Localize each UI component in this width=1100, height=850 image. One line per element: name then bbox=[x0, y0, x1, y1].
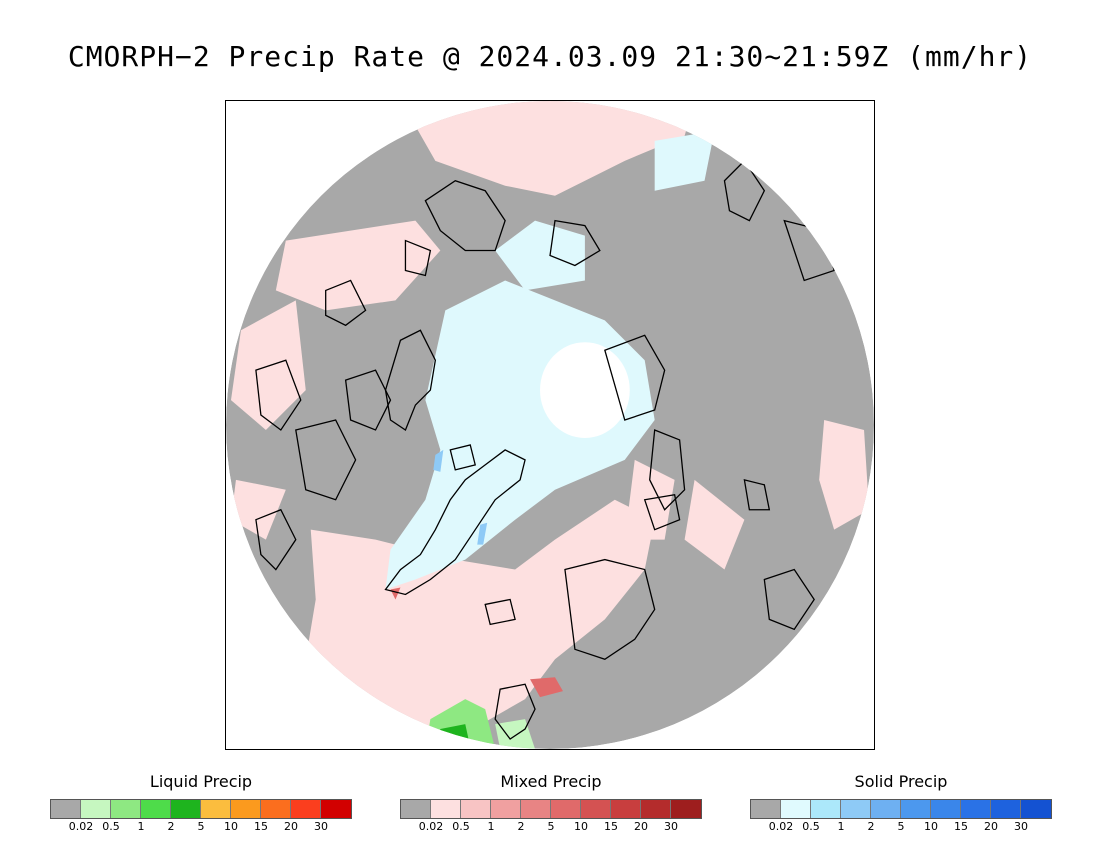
legend-bar-solid bbox=[750, 799, 1052, 819]
legend-ticks-liquid: 0.02 0.5 1 2 5 10 15 20 30 bbox=[50, 819, 352, 833]
legend-tick-label: 10 bbox=[574, 820, 588, 833]
legend-tick-label: 15 bbox=[254, 820, 268, 833]
legend-swatch bbox=[961, 800, 991, 818]
legend-swatch bbox=[901, 800, 931, 818]
legend-tick-label: 10 bbox=[224, 820, 238, 833]
polar-snow-core bbox=[540, 342, 630, 438]
legend-tick-label: 2 bbox=[517, 820, 525, 833]
legend-mixed: Mixed Precip 0.02 0.5 1 2 5 10 15 20 30 bbox=[400, 772, 702, 833]
legend-tick-label: 0.02 bbox=[768, 820, 794, 833]
legend-swatch bbox=[81, 800, 111, 818]
legend-swatch bbox=[461, 800, 491, 818]
legend-tick-label: 20 bbox=[984, 820, 998, 833]
legend-swatch bbox=[171, 800, 201, 818]
legend-tick-label: 15 bbox=[604, 820, 618, 833]
legend-title-solid: Solid Precip bbox=[854, 772, 948, 791]
legend-swatch bbox=[491, 800, 521, 818]
legend-tick-label: 20 bbox=[284, 820, 298, 833]
legend-title-mixed: Mixed Precip bbox=[500, 772, 602, 791]
chart-title: CMORPH−2 Precip Rate @ 2024.03.09 21:30~… bbox=[67, 40, 1033, 73]
legend-swatch bbox=[231, 800, 261, 818]
legend-swatch bbox=[781, 800, 811, 818]
legend-swatch bbox=[641, 800, 671, 818]
legend-swatch bbox=[431, 800, 461, 818]
legend-tick-label: 0.02 bbox=[68, 820, 94, 833]
legend-tick-label: 0.5 bbox=[102, 820, 120, 833]
legend-tick-label: 30 bbox=[664, 820, 678, 833]
legend-ticks-solid: 0.02 0.5 1 2 5 10 15 20 30 bbox=[750, 819, 1052, 833]
mixed-precip-areas bbox=[230, 101, 870, 740]
legend-swatch bbox=[551, 800, 581, 818]
legend-tick-label: 2 bbox=[867, 820, 875, 833]
legend-swatch bbox=[111, 800, 141, 818]
legend-swatch bbox=[841, 800, 871, 818]
legend-tick-label: 10 bbox=[924, 820, 938, 833]
legend-swatch bbox=[1021, 800, 1051, 818]
polar-map bbox=[225, 100, 875, 750]
legend-swatch bbox=[141, 800, 171, 818]
legend-tick-label: 30 bbox=[314, 820, 328, 833]
legend-swatch bbox=[51, 800, 81, 818]
legend-bar-mixed bbox=[400, 799, 702, 819]
legend-swatch bbox=[811, 800, 841, 818]
legend-swatch bbox=[401, 800, 431, 818]
legend-ticks-mixed: 0.02 0.5 1 2 5 10 15 20 30 bbox=[400, 819, 702, 833]
legend-swatch bbox=[751, 800, 781, 818]
coastlines bbox=[255, 159, 835, 740]
polar-map-svg bbox=[226, 101, 874, 749]
legend-bar-liquid bbox=[50, 799, 352, 819]
legend-tick-label: 5 bbox=[547, 820, 555, 833]
legend-tick-label: 30 bbox=[1014, 820, 1028, 833]
legend-swatch bbox=[871, 800, 901, 818]
legend-tick-label: 1 bbox=[837, 820, 845, 833]
legend-swatch bbox=[321, 800, 351, 818]
legend-tick-label: 0.5 bbox=[802, 820, 820, 833]
legend-swatch bbox=[991, 800, 1021, 818]
legend-swatch bbox=[581, 800, 611, 818]
legend-tick-label: 1 bbox=[137, 820, 145, 833]
legend-liquid: Liquid Precip 0.02 0.5 1 2 5 10 15 20 30 bbox=[50, 772, 352, 833]
legend-swatch bbox=[521, 800, 551, 818]
legend-swatch bbox=[671, 800, 701, 818]
legend-solid: Solid Precip 0.02 0.5 1 2 5 10 15 20 30 bbox=[750, 772, 1052, 833]
legend-tick-label: 0.02 bbox=[418, 820, 444, 833]
legend-tick-label: 15 bbox=[954, 820, 968, 833]
legend-tick-label: 20 bbox=[634, 820, 648, 833]
legend-tick-label: 2 bbox=[167, 820, 175, 833]
solid-precip-moderate bbox=[433, 449, 488, 545]
legend-swatch bbox=[261, 800, 291, 818]
legend-tick-label: 0.5 bbox=[452, 820, 470, 833]
legend-swatch bbox=[201, 800, 231, 818]
legend-title-liquid: Liquid Precip bbox=[149, 772, 253, 791]
legend-tick-label: 1 bbox=[487, 820, 495, 833]
legend-tick-label: 5 bbox=[197, 820, 205, 833]
legend-tick-label: 5 bbox=[897, 820, 905, 833]
legend-swatch bbox=[291, 800, 321, 818]
legend-swatch bbox=[931, 800, 961, 818]
mixed-precip-heavy bbox=[390, 587, 563, 698]
legend-swatch bbox=[611, 800, 641, 818]
